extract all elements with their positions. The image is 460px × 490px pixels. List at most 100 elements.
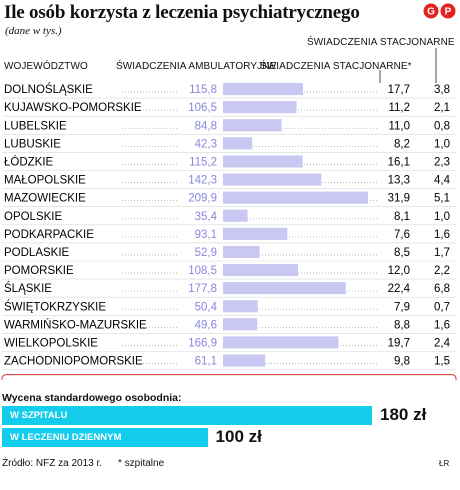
inpatient-value: 1,7 <box>434 247 450 259</box>
ambulatory-bar <box>223 137 253 150</box>
ambulatory-value: 142,3 <box>188 175 217 187</box>
column-header-ambulatory: ŚWIADCZENIA AMBULATORYJNE <box>116 61 277 72</box>
inpatient-value: 1,5 <box>434 356 450 368</box>
region-label: ŚLĄSKIE <box>4 282 52 295</box>
inpatient-persons-value: 31,9 <box>388 193 410 205</box>
inpatient-persons-value: 8,8 <box>394 319 410 331</box>
source-note: Źródło: NFZ za 2013 r. <box>2 458 103 469</box>
inpatient-persons-value: 9,8 <box>394 356 410 368</box>
column-header-inpatient-persons: ŚWIADCZENIA STACJONARNE* <box>260 61 412 72</box>
valuation-bar: W SZPITALU <box>2 406 372 425</box>
region-label: MAŁOPOLSKIE <box>4 175 86 187</box>
svg-text:P: P <box>445 7 452 18</box>
inpatient-persons-value: 13,3 <box>388 175 410 187</box>
valuation-bar-label: W LECZENIU DZIENNYM <box>10 432 122 443</box>
ambulatory-value: 108,5 <box>188 265 217 277</box>
region-label: ŚWIĘTOKRZYSKIE <box>4 300 106 313</box>
region-label: DOLNOŚLĄSKIE <box>4 83 93 96</box>
inpatient-persons-value: 22,4 <box>388 283 411 295</box>
total-row-frame <box>1 374 457 380</box>
ambulatory-bar <box>223 101 297 114</box>
inpatient-value: 1,0 <box>434 211 450 223</box>
total-inpatient: 38,9 <box>428 378 450 380</box>
region-label: WIELKOPOLSKIE <box>4 337 98 349</box>
inpatient-value: 1,6 <box>434 229 450 241</box>
inpatient-value: 2,3 <box>434 156 450 168</box>
valuation-value: 180 zł <box>380 405 427 424</box>
ambulatory-bar <box>223 300 258 313</box>
author-initials: ŁR <box>439 459 450 468</box>
ambulatory-value: 93,1 <box>195 229 217 241</box>
region-label: LUBUSKIE <box>4 138 61 150</box>
inpatient-value: 1,0 <box>434 138 450 150</box>
inpatient-persons-value: 11,2 <box>388 102 410 114</box>
inpatient-value: 2,1 <box>434 102 450 114</box>
ambulatory-bar <box>223 318 258 331</box>
region-label: OPOLSKIE <box>4 211 62 223</box>
inpatient-value: 2,2 <box>434 265 450 277</box>
region-label: ŁÓDZKIE <box>4 155 54 168</box>
inpatient-value: 0,7 <box>434 301 450 313</box>
ambulatory-bar <box>223 245 260 258</box>
ambulatory-value: 106,5 <box>188 102 217 114</box>
ambulatory-bar <box>223 336 339 349</box>
ambulatory-value: 84,8 <box>195 120 217 132</box>
chart-title: Ile osób korzysta z leczenia psychiatryc… <box>4 2 360 23</box>
ambulatory-value: 209,9 <box>188 193 217 205</box>
column-header-region: WOJEWÓDZTWO <box>4 61 88 72</box>
gp-logo: G P <box>423 3 456 19</box>
inpatient-persons-value: 19,7 <box>388 337 410 349</box>
ambulatory-bar <box>223 209 248 222</box>
ambulatory-bar <box>223 173 322 186</box>
region-label: PODLASKIE <box>4 247 70 259</box>
ambulatory-bar <box>223 83 303 96</box>
ambulatory-bar <box>223 227 288 240</box>
chart-subtitle: (dane w tys.) <box>5 25 62 37</box>
ambulatory-bar <box>223 282 346 295</box>
inpatient-value: 5,1 <box>434 193 450 205</box>
inpatient-persons-value: 17,7 <box>388 84 410 96</box>
footnote: * szpitalne <box>118 458 165 469</box>
inpatient-value: 1,6 <box>434 319 450 331</box>
region-label: MAZOWIECKIE <box>4 193 86 205</box>
inpatient-value: 0,8 <box>434 120 450 132</box>
inpatient-persons-value: 8,5 <box>394 247 410 259</box>
valuation-value: 100 zł <box>215 427 262 446</box>
inpatient-persons-value: 7,6 <box>394 229 410 241</box>
ambulatory-bar <box>223 191 368 204</box>
total-inpatient-persons: 214,1 <box>383 378 410 380</box>
inpatient-persons-value: 11,0 <box>388 120 410 132</box>
ambulatory-value: 115,8 <box>189 84 217 96</box>
chart-table: DOLNOŚLĄSKIE 115,8 17,7 3,8 KUJAWSKO-POMORSK… <box>1 48 457 380</box>
ambulatory-bar <box>223 155 303 168</box>
inpatient-persons-value: 8,2 <box>394 138 410 150</box>
inpatient-value: 2,4 <box>434 337 451 349</box>
region-label: KUJAWSKO-POMORSKIE <box>4 102 142 114</box>
valuation-title: Wycena standardowego osobodnia: <box>2 392 182 404</box>
inpatient-value: 3,8 <box>434 84 450 96</box>
inpatient-value: 6,8 <box>434 283 450 295</box>
total-label: Polska <box>7 378 41 380</box>
total-ambulatory: 1612,4 <box>184 378 217 380</box>
ambulatory-value: 35,4 <box>195 211 218 223</box>
inpatient-persons-value: 7,9 <box>394 301 410 313</box>
inpatient-persons-value: 8,1 <box>394 211 410 223</box>
valuation-bar: W LECZENIU DZIENNYM <box>2 428 208 447</box>
ambulatory-bar <box>223 354 266 367</box>
inpatient-persons-value: 16,1 <box>388 156 410 168</box>
ambulatory-value: 49,6 <box>195 319 217 331</box>
column-header-inpatient: ŚWIADCZENIA STACJONARNE <box>307 37 455 48</box>
ambulatory-value: 166,9 <box>188 337 217 349</box>
ambulatory-bar <box>223 264 298 277</box>
inpatient-value: 4,4 <box>434 175 451 187</box>
ambulatory-value: 61,1 <box>195 356 217 368</box>
ambulatory-value: 177,8 <box>188 283 217 295</box>
region-label: PODKARPACKIE <box>4 229 94 241</box>
region-label: ZACHODNIOPOMORSKIE <box>4 356 143 368</box>
inpatient-persons-value: 12,0 <box>388 265 410 277</box>
region-label: LUBELSKIE <box>4 120 67 132</box>
ambulatory-value: 52,9 <box>195 247 217 259</box>
valuation-bar-label: W SZPITALU <box>10 410 68 421</box>
ambulatory-value: 42,3 <box>195 138 217 150</box>
region-label: WARMIŃSKO-MAZURSKIE <box>4 318 147 331</box>
